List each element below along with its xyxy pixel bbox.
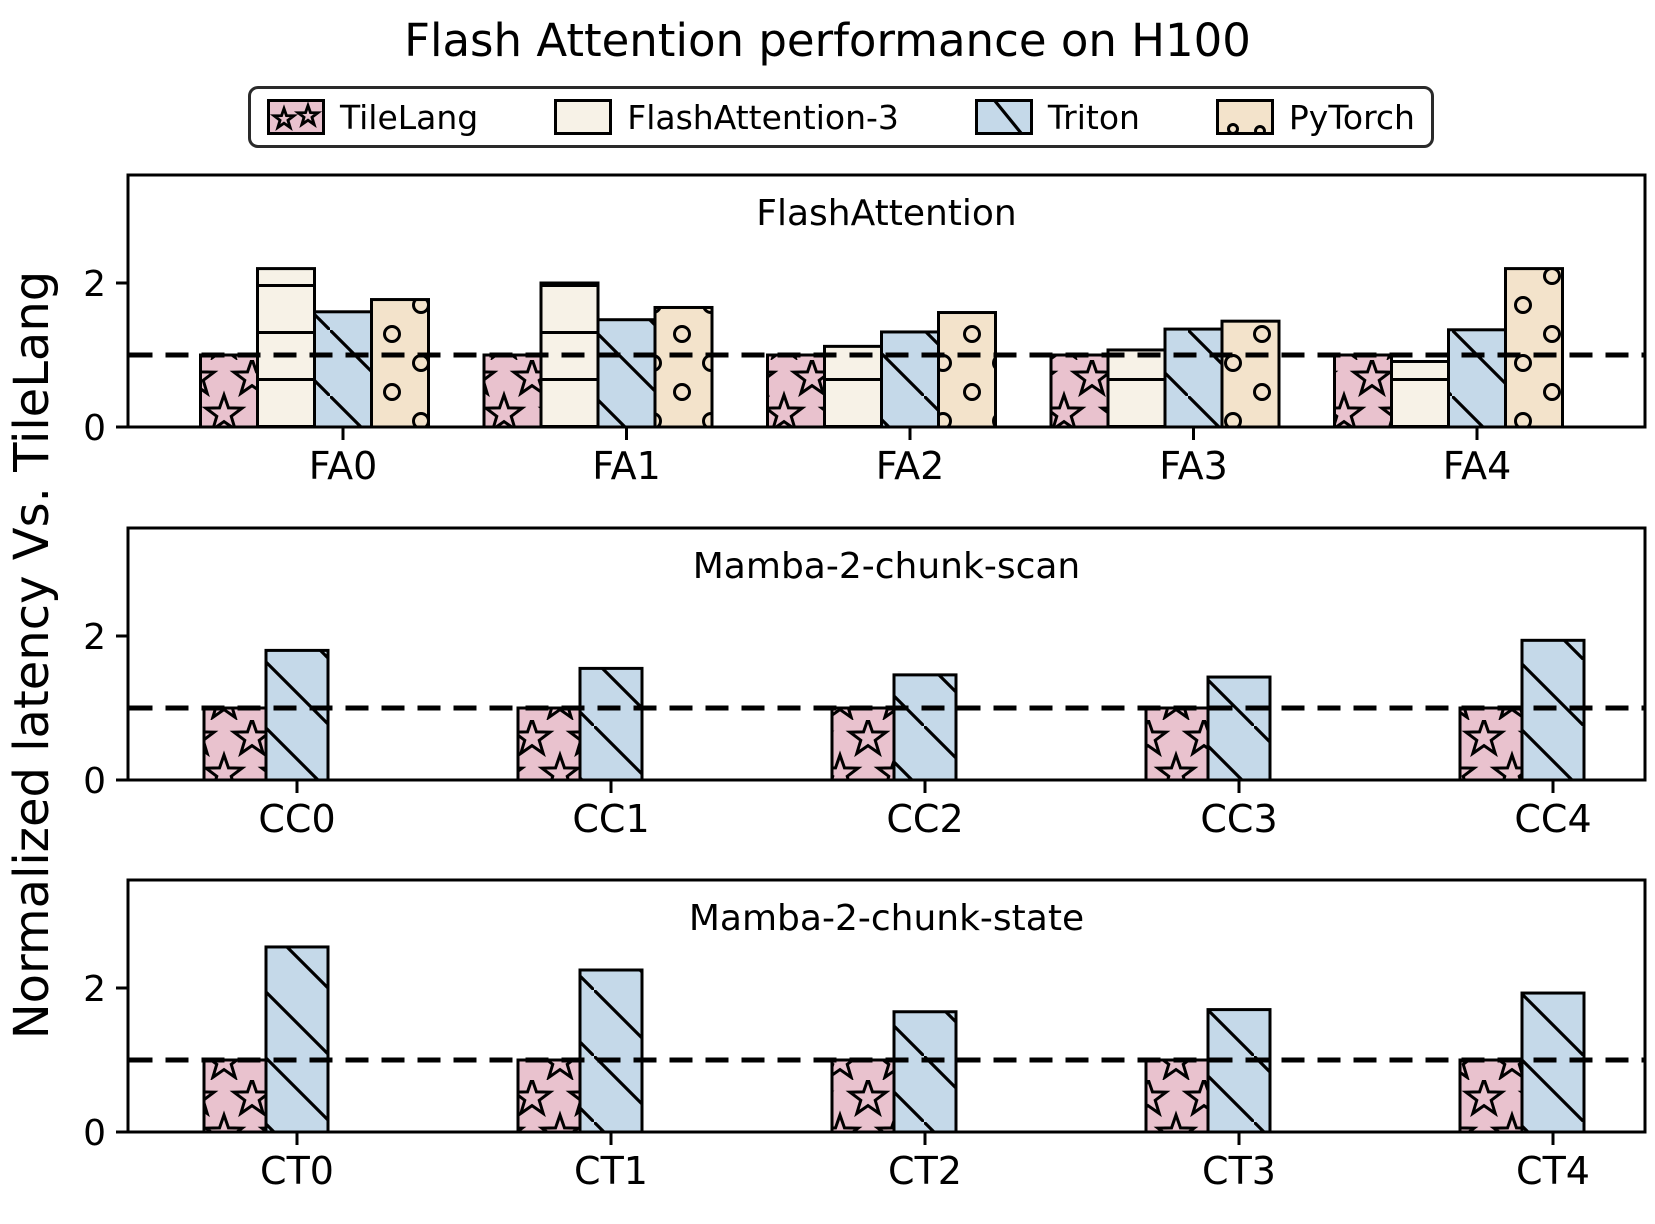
- y-tick-label-2: 2: [83, 969, 106, 1010]
- bar-hatch-Triton-CT1: [578, 968, 644, 1134]
- x-tick-label-FA1: FA1: [592, 444, 661, 488]
- bar-hatch-Triton-CT0: [264, 945, 330, 1134]
- legend-swatch-tilelang-icon: [267, 99, 325, 135]
- legend-swatch-flashattention3-icon: [554, 99, 613, 135]
- subplot-Mamba-2-chunk-scan: CC0 CC1 CC2 CC3 CC4 0 2 Mamba-2-chunk-scan: [83, 526, 1647, 841]
- subplot-title: Mamba-2-chunk-state: [689, 898, 1084, 939]
- legend-label-flashattention3: FlashAttention-3: [627, 97, 899, 137]
- bar-hatch-TileLang-CT0: [202, 1058, 268, 1134]
- bar-hatch-PyTorch-FA0: [370, 298, 430, 429]
- x-tick-label-FA0: FA0: [309, 444, 378, 488]
- subplot-frame: [126, 878, 1647, 1134]
- bar-hatch-PyTorch-FA3: [1220, 319, 1281, 429]
- x-tick-label-FA3: FA3: [1159, 444, 1228, 488]
- bar-hatch-TileLang-CT4: [1458, 1058, 1524, 1134]
- bar-hatch-FlashAttention-3-FA3: [1106, 348, 1167, 429]
- legend-item-flashattention3: FlashAttention-3: [554, 98, 899, 137]
- bar-hatch-Triton-FA4: [1447, 328, 1507, 429]
- subplot-title: Mamba-2-chunk-scan: [693, 546, 1081, 587]
- bar-hatch-Triton-CC3: [1206, 675, 1272, 782]
- bar-hatch-FlashAttention-3-FA2: [823, 344, 883, 429]
- legend: TileLang FlashAttention-3 Triton PyTorch: [248, 86, 1434, 148]
- bar-hatch-TileLang-CC3: [1144, 706, 1210, 782]
- subplot-title: FlashAttention: [756, 193, 1017, 234]
- x-tick-label-CC1: CC1: [572, 797, 649, 841]
- figure-title: Flash Attention performance on H100: [404, 14, 1251, 67]
- x-tick-label-CC4: CC4: [1514, 797, 1591, 841]
- x-tick-label-CT0: CT0: [260, 1149, 334, 1193]
- x-tick-label-CT3: CT3: [1202, 1149, 1276, 1193]
- x-tick-label-FA4: FA4: [1443, 444, 1512, 488]
- bar-hatch-TileLang-CC1: [516, 706, 582, 782]
- bar-hatch-TileLang-CT2: [830, 1058, 896, 1134]
- legend-label-tilelang: TileLang: [340, 97, 479, 137]
- x-tick-label-CT2: CT2: [888, 1149, 962, 1193]
- legend-item-tilelang: TileLang: [267, 98, 478, 137]
- x-tick-label-FA2: FA2: [876, 444, 945, 488]
- bar-hatch-Triton-CC1: [578, 666, 644, 782]
- bar-hatch-TileLang-CC2: [830, 706, 896, 782]
- y-tick-label-0: 0: [83, 761, 106, 802]
- subplot-frame: [126, 526, 1647, 782]
- bar-hatch-TileLang-CC0: [202, 706, 268, 782]
- subplot-FlashAttention: FA0 FA1 FA2 FA3 FA4 0 2 FlashAttention: [83, 173, 1647, 488]
- bar-hatch-Triton-CT2: [892, 1010, 958, 1134]
- bar-hatch-TileLang-CT1: [516, 1058, 582, 1134]
- legend-item-pytorch: PyTorch: [1215, 97, 1415, 137]
- bar-hatch-PyTorch-FA4: [1504, 267, 1564, 429]
- legend-swatch-pytorch-icon: [1215, 99, 1274, 135]
- bar-hatch-PyTorch-FA1: [653, 305, 714, 429]
- bar-hatch-Triton-CT4: [1520, 991, 1586, 1134]
- y-tick-label-2: 2: [83, 617, 106, 658]
- bar-hatch-FlashAttention-3-FA0: [256, 267, 316, 429]
- legend-swatch-triton-icon: [974, 99, 1033, 135]
- x-tick-label-CC3: CC3: [1200, 797, 1277, 841]
- bar-hatch-TileLang-FA1: [482, 353, 543, 429]
- legend-label-pytorch: PyTorch: [1288, 97, 1415, 137]
- bar-hatch-Triton-FA0: [313, 310, 373, 429]
- y-tick-label-0: 0: [83, 408, 106, 449]
- bar-hatch-TileLang-FA4: [1333, 353, 1393, 429]
- x-tick-label-CT4: CT4: [1516, 1149, 1590, 1193]
- bar-hatch-Triton-FA2: [880, 330, 940, 429]
- legend-item-triton: Triton: [974, 97, 1140, 137]
- y-tick-label-0: 0: [83, 1113, 106, 1154]
- x-tick-label-CC0: CC0: [258, 797, 335, 841]
- bar-hatch-FlashAttention-3-FA4: [1390, 359, 1450, 429]
- bar-hatch-TileLang-CT3: [1144, 1058, 1210, 1134]
- bar-hatch-Triton-FA3: [1163, 327, 1224, 429]
- bar-hatch-TileLang-FA0: [199, 353, 259, 429]
- subplot-frame: [126, 173, 1647, 429]
- bar-hatch-TileLang-FA3: [1049, 353, 1110, 429]
- bar-hatch-TileLang-FA2: [766, 353, 826, 429]
- subplot-Mamba-2-chunk-state: CT0 CT1 CT2 CT3 CT4 0 2 Mamba-2-chunk-state: [83, 878, 1647, 1193]
- legend-label-triton: Triton: [1047, 97, 1140, 137]
- bar-hatch-Triton-CC0: [264, 648, 330, 782]
- bar-hatch-PyTorch-FA2: [937, 311, 997, 429]
- y-tick-label-2: 2: [83, 264, 106, 305]
- bar-hatch-Triton-CT3: [1206, 1008, 1272, 1134]
- bar-hatch-TileLang-CC4: [1458, 706, 1524, 782]
- x-tick-label-CT1: CT1: [574, 1149, 648, 1193]
- x-tick-label-CC2: CC2: [886, 797, 963, 841]
- bar-hatch-Triton-CC2: [892, 673, 958, 782]
- bar-hatch-Triton-FA1: [596, 318, 657, 429]
